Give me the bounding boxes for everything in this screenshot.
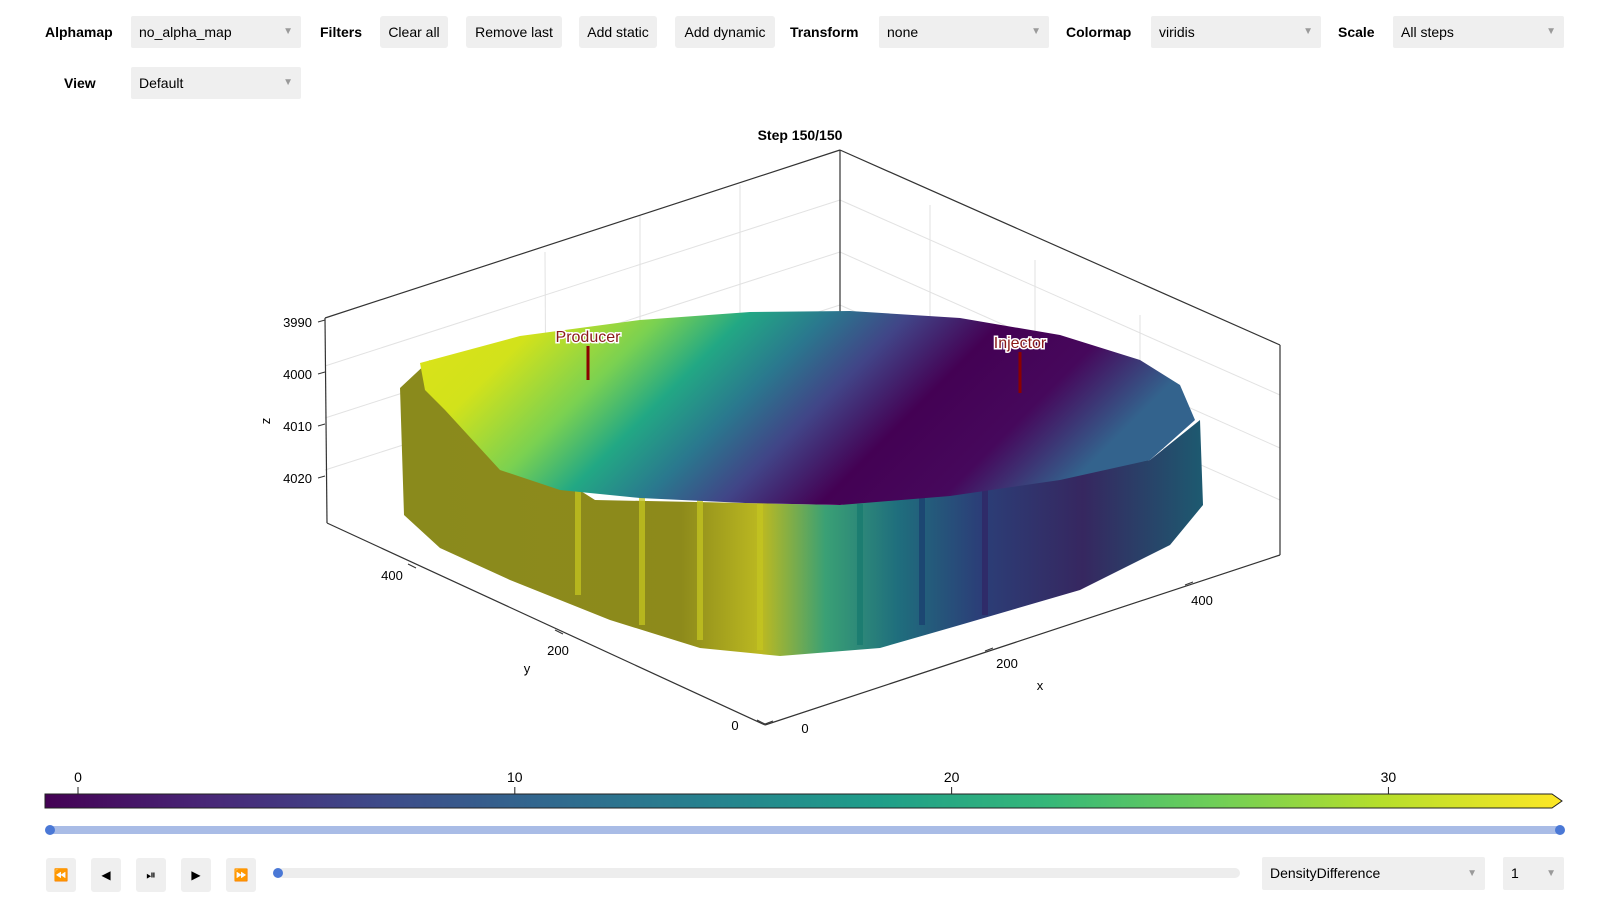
chevron-down-icon: ▼ — [1467, 868, 1477, 879]
x-axis: 0 200 400 x — [764, 581, 1213, 736]
rewind-button[interactable]: ⏪ — [46, 858, 76, 892]
step-slider-track[interactable] — [278, 868, 1240, 878]
component-select-value: 1 — [1511, 865, 1519, 881]
view-select[interactable]: Default ▼ — [131, 67, 301, 99]
fast-forward-icon: ⏩ — [233, 868, 249, 882]
remove-last-button[interactable]: Remove last — [466, 16, 562, 48]
colorbar-gradient — [44, 793, 1563, 809]
transform-select[interactable]: none ▼ — [879, 16, 1049, 48]
transform-select-value: none — [887, 24, 919, 40]
colorbar-tick-label: 10 — [507, 769, 523, 785]
view-select-value: Default — [139, 75, 184, 91]
alphamap-select-value: no_alpha_map — [139, 24, 232, 40]
z-tick-label: 4000 — [283, 367, 312, 382]
z-tick-label: 4020 — [283, 471, 312, 486]
step-slider-handle[interactable] — [273, 868, 283, 878]
rewind-icon: ⏪ — [53, 868, 69, 882]
scale-select-value: All steps — [1401, 24, 1454, 40]
filters-label: Filters — [320, 24, 363, 40]
chevron-down-icon: ▼ — [1031, 26, 1041, 37]
component-select[interactable]: 1 ▼ — [1503, 857, 1564, 890]
chevron-down-icon: ▼ — [1546, 868, 1556, 879]
x-axis-label: x — [1037, 678, 1044, 693]
property-select[interactable]: DensityDifference ▼ — [1262, 857, 1485, 890]
colorbar-tick-label: 20 — [944, 769, 960, 785]
range-slider-track[interactable] — [50, 826, 1560, 834]
z-axis-label: z — [258, 418, 273, 425]
colorbar-tick-label: 30 — [1381, 769, 1397, 785]
x-tick-label: 400 — [1191, 593, 1213, 608]
plot-3d[interactable]: Step 150/150 P — [0, 0, 1600, 760]
plot-title: Step 150/150 — [758, 127, 843, 143]
reservoir-vertical-steps — [575, 490, 988, 650]
chevron-down-icon: ▼ — [283, 77, 293, 88]
y-tick-label: 0 — [731, 718, 738, 733]
colormap-label: Colormap — [1066, 24, 1132, 40]
transform-label: Transform — [790, 24, 859, 40]
reservoir-side-faces — [400, 360, 1203, 656]
play-pause-button[interactable]: ⏯ — [136, 858, 166, 892]
range-slider-high-handle[interactable] — [1555, 825, 1565, 835]
well-injector: Injector — [992, 334, 1048, 393]
add-dynamic-button[interactable]: Add dynamic — [675, 16, 775, 48]
well-producer: Producer — [554, 328, 623, 380]
colormap-select-value: viridis — [1159, 24, 1195, 40]
colorbar-tick-label: 0 — [74, 769, 82, 785]
scale-label: Scale — [1338, 24, 1375, 40]
clear-all-button[interactable]: Clear all — [380, 16, 448, 48]
y-axis-label: y — [524, 661, 531, 676]
property-select-value: DensityDifference — [1270, 865, 1381, 881]
x-tick-label: 200 — [996, 656, 1018, 671]
step-back-icon: ◀ — [101, 868, 111, 882]
z-tick-label: 3990 — [283, 315, 312, 330]
alphamap-label: Alphamap — [45, 24, 113, 40]
add-static-button[interactable]: Add static — [579, 16, 657, 48]
y-axis: 0 200 400 y — [381, 563, 766, 733]
z-tick-label: 4010 — [283, 419, 312, 434]
z-axis: 3990 4000 4010 4020 z — [258, 315, 326, 486]
play-icon: ▶ — [191, 868, 201, 882]
plot-box-frame — [324, 149, 1281, 726]
fast-forward-button[interactable]: ⏩ — [226, 858, 256, 892]
injector-label: Injector — [994, 335, 1047, 352]
range-slider-low-handle[interactable] — [45, 825, 55, 835]
reservoir-top-surface — [420, 311, 1195, 505]
step-back-button[interactable]: ◀ — [91, 858, 121, 892]
alphamap-select[interactable]: no_alpha_map ▼ — [131, 16, 301, 48]
colormap-select[interactable]: viridis ▼ — [1151, 16, 1321, 48]
view-label: View — [64, 75, 96, 91]
chevron-down-icon: ▼ — [1546, 26, 1556, 37]
y-tick-label: 400 — [381, 568, 403, 583]
colorbar: 0 10 20 30 — [44, 769, 1563, 809]
colorbar-ticks: 0 10 20 30 — [74, 769, 1396, 794]
x-tick-label: 0 — [801, 721, 808, 736]
y-tick-label: 200 — [547, 643, 569, 658]
chevron-down-icon: ▼ — [1303, 26, 1313, 37]
play-pause-icon: ⏯ — [146, 868, 156, 882]
scale-select[interactable]: All steps ▼ — [1393, 16, 1564, 48]
producer-label: Producer — [556, 329, 622, 346]
chevron-down-icon: ▼ — [283, 26, 293, 37]
play-button[interactable]: ▶ — [181, 858, 211, 892]
